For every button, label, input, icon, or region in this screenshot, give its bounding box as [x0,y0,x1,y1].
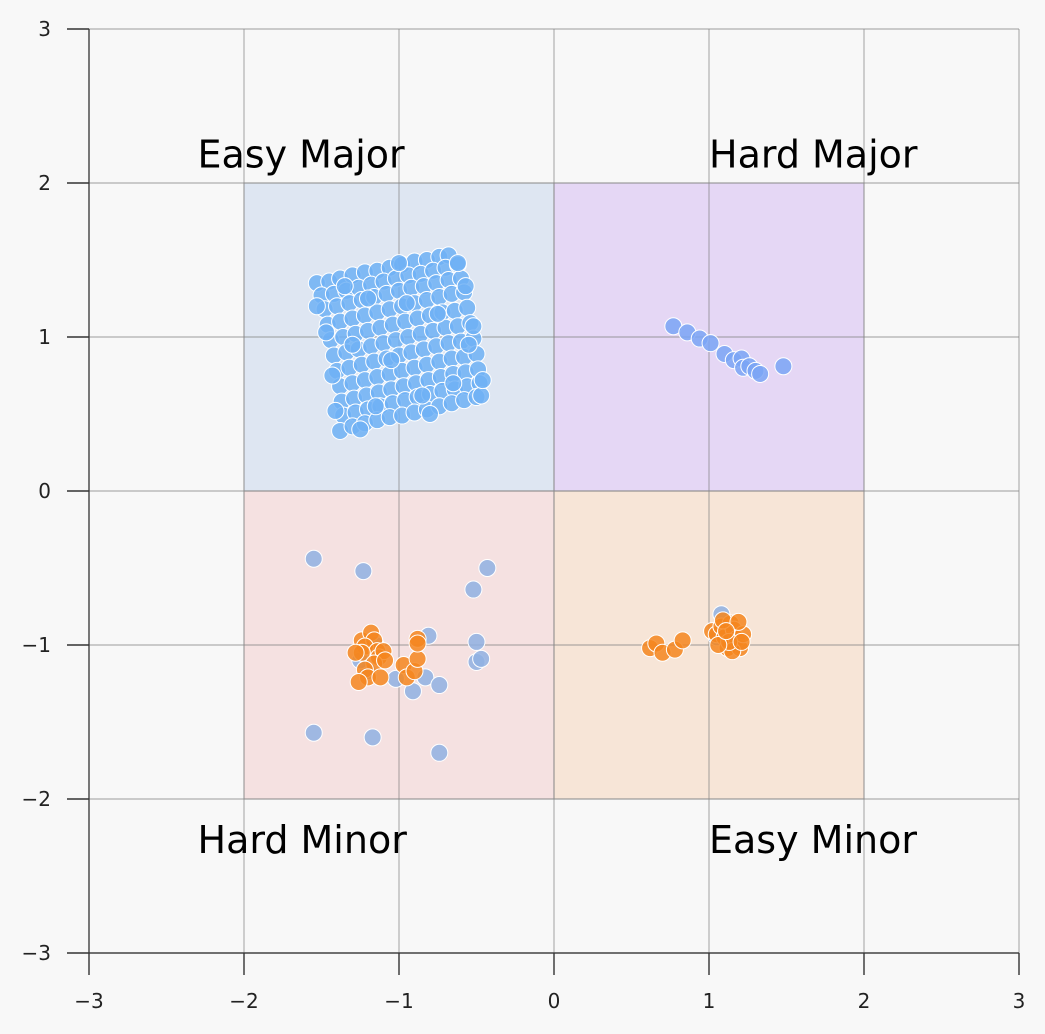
data-point [717,622,736,641]
data-point [326,401,345,420]
data-point [335,277,354,296]
data-point [323,366,342,385]
data-point [458,298,477,317]
data-point [732,632,751,651]
data-point [413,386,432,405]
data-point [709,636,728,654]
data-point [673,631,692,650]
y-tick-label: 0 [38,479,51,503]
y-tick-label: −3 [22,941,51,965]
data-point [430,676,449,695]
y-tick-label: −1 [22,633,51,657]
data-point [304,723,323,742]
y-tick-label: −2 [22,787,51,811]
x-tick-label: 2 [858,989,871,1013]
data-point [382,351,401,370]
data-point [343,335,362,354]
data-point [408,649,427,668]
data-point [448,254,467,273]
data-point [397,294,416,313]
data-point [349,672,368,691]
data-point [473,371,492,390]
x-tick-label: 1 [703,989,716,1013]
region-label: Hard Major [709,133,918,177]
data-point [701,334,720,353]
x-tick-label: −2 [229,989,258,1013]
data-point [421,405,439,423]
data-point [430,743,449,762]
data-point [444,374,463,393]
data-point [351,420,370,439]
data-point [467,632,486,651]
points-layer [304,246,793,762]
region-label: Hard Minor [198,818,408,862]
data-point [346,643,365,662]
data-point [456,277,475,296]
data-point [371,668,390,687]
axes-layer: −3 −2 −1 0 1 2 3 −3 −2 −1 0 1 2 3 [22,17,1026,1013]
data-point [464,580,483,599]
x-tick-label: −3 [74,989,103,1013]
data-point [359,289,377,308]
data-point [376,651,395,670]
y-tick-label: 3 [38,17,51,41]
data-point [304,549,323,568]
data-point [428,304,447,323]
data-point [317,323,336,342]
data-point [307,297,326,316]
data-point [354,562,373,581]
data-point [729,612,748,631]
x-tick-label: −1 [384,989,413,1013]
x-tick-label: 3 [1013,989,1026,1013]
region-label: Easy Major [198,133,406,177]
region-label: Easy Minor [709,818,917,862]
data-point [751,364,770,383]
y-tick-label: 2 [38,171,51,195]
data-point [366,397,385,416]
region-labels-layer: Easy Major Hard Major Hard Minor Easy Minor [198,133,918,862]
data-point [363,728,382,747]
x-tick-label: 0 [548,989,561,1013]
data-point [459,335,478,354]
data-point [774,357,793,376]
data-point [472,649,491,668]
data-point [472,386,491,405]
data-point [478,559,497,577]
data-point [408,634,427,653]
y-tick-label: 1 [38,325,51,349]
data-point [464,317,483,336]
data-point [390,254,408,273]
